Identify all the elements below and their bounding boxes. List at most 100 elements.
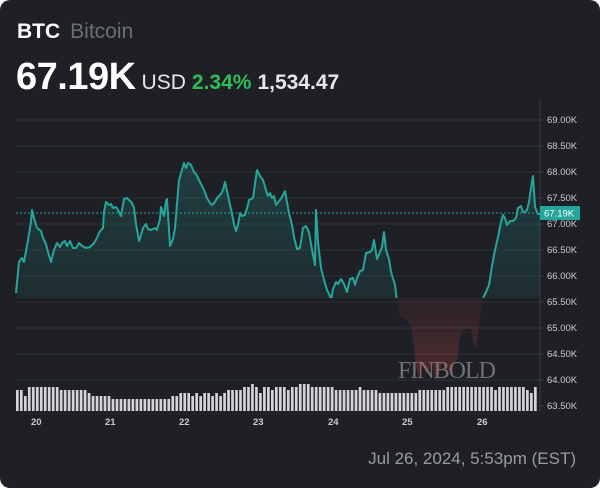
- volume-bar: [334, 390, 338, 411]
- volume-bar: [366, 390, 370, 411]
- volume-bar: [386, 393, 390, 411]
- volume-bar: [179, 393, 183, 411]
- volume-bar: [47, 387, 51, 411]
- volume-bar: [414, 393, 418, 411]
- volume-bar: [203, 393, 206, 411]
- volume-bar: [195, 393, 198, 411]
- volume-bar: [35, 387, 39, 411]
- volume-bar: [59, 390, 63, 411]
- volume-bar: [139, 399, 143, 411]
- volume-bar: [235, 390, 238, 411]
- x-axis-labels: 20 21 22 23 24 25 26: [31, 417, 488, 428]
- volume-bar: [318, 387, 322, 411]
- volume-bar: [191, 396, 195, 411]
- y-tick: 68.50K: [547, 141, 578, 152]
- y-axis-labels: 69.00K 68.50K 68.00K 67.50K 67.00K 66.50…: [540, 115, 578, 412]
- volume-bar: [247, 387, 250, 411]
- y-tick: 68.00K: [547, 167, 578, 178]
- volume-bar: [207, 393, 210, 411]
- volume-bar: [482, 387, 485, 411]
- volume-bar: [119, 399, 123, 411]
- y-tick: 66.00K: [547, 271, 578, 282]
- volume-bar: [450, 387, 454, 411]
- volume-bar: [83, 390, 87, 411]
- volume-bar: [518, 387, 521, 411]
- volume-bar: [330, 387, 334, 411]
- volume-bar: [16, 390, 19, 411]
- volume-bar: [358, 387, 362, 411]
- volume-bar: [151, 399, 155, 411]
- volume-bar: [187, 393, 191, 411]
- volume-bar: [39, 387, 43, 411]
- volume-bar: [294, 387, 298, 411]
- volume-bar: [167, 399, 171, 411]
- volume-bar: [63, 390, 67, 411]
- volume-bar: [314, 387, 318, 411]
- volume-bar: [346, 390, 350, 411]
- volume-bar: [490, 387, 493, 411]
- volume-bar: [219, 396, 222, 411]
- volume-bar: [350, 390, 354, 411]
- volume-bar: [426, 390, 430, 411]
- volume-bar: [286, 390, 290, 411]
- volume-bar: [95, 396, 99, 411]
- x-tick: 21: [105, 417, 116, 428]
- volume-bar: [79, 390, 83, 411]
- currency-label: USD: [141, 71, 186, 94]
- svg-text:67.19K: 67.19K: [544, 209, 575, 220]
- volume-bar: [526, 390, 529, 411]
- price-row: 67.19K USD 2.34% 1,534.47: [16, 56, 339, 99]
- volume-bar: [259, 393, 262, 411]
- y-tick: 63.50K: [547, 401, 578, 412]
- volume-bar: [251, 384, 254, 411]
- volume-bar: [278, 387, 282, 411]
- volume-bar: [458, 387, 461, 411]
- volume-bar: [231, 390, 234, 411]
- y-tick: 67.00K: [547, 219, 578, 230]
- volume-bar: [115, 399, 119, 411]
- volume-bar: [107, 396, 111, 411]
- price-line[interactable]: [16, 162, 540, 380]
- volume-bar: [438, 390, 442, 411]
- volume-bar: [159, 399, 163, 411]
- x-tick: 20: [31, 417, 42, 428]
- volume-bar: [99, 396, 103, 411]
- volume-bar: [298, 384, 302, 411]
- volume-bar: [171, 396, 175, 411]
- volume-bar: [342, 390, 346, 411]
- volume-bar: [91, 396, 95, 411]
- volume-bar: [510, 387, 513, 411]
- volume-bar: [143, 399, 147, 411]
- volume-bar: [514, 387, 517, 411]
- volume-bar: [31, 387, 35, 411]
- change-value: 1,534.47: [257, 71, 340, 94]
- volume-bar: [306, 384, 310, 411]
- volume-bar: [175, 396, 179, 411]
- volume-bar: [51, 387, 55, 411]
- volume-bar: [434, 390, 438, 411]
- x-tick: 26: [477, 417, 488, 428]
- price-area: [16, 163, 540, 380]
- volume-bar: [522, 387, 525, 411]
- volume-bar: [215, 393, 218, 411]
- change-percent: 2.34%: [191, 71, 252, 94]
- volume-bar: [275, 387, 278, 411]
- volume-bar: [243, 387, 246, 411]
- volume-bar: [75, 390, 79, 411]
- volume-bar: [155, 399, 159, 411]
- volume-bar: [506, 387, 509, 411]
- volume-bar: [326, 387, 330, 411]
- volume-bar: [498, 387, 501, 411]
- volume-bar: [267, 387, 270, 411]
- volume-bar: [398, 393, 402, 411]
- volume-bar: [271, 390, 274, 411]
- volume-bar: [478, 387, 481, 411]
- volume-bar: [370, 390, 374, 411]
- y-tick: 67.50K: [547, 193, 578, 204]
- volume-bars: [16, 384, 537, 411]
- volume-bar: [211, 396, 214, 411]
- volume-bar: [282, 387, 286, 411]
- y-tick: 64.00K: [547, 375, 578, 386]
